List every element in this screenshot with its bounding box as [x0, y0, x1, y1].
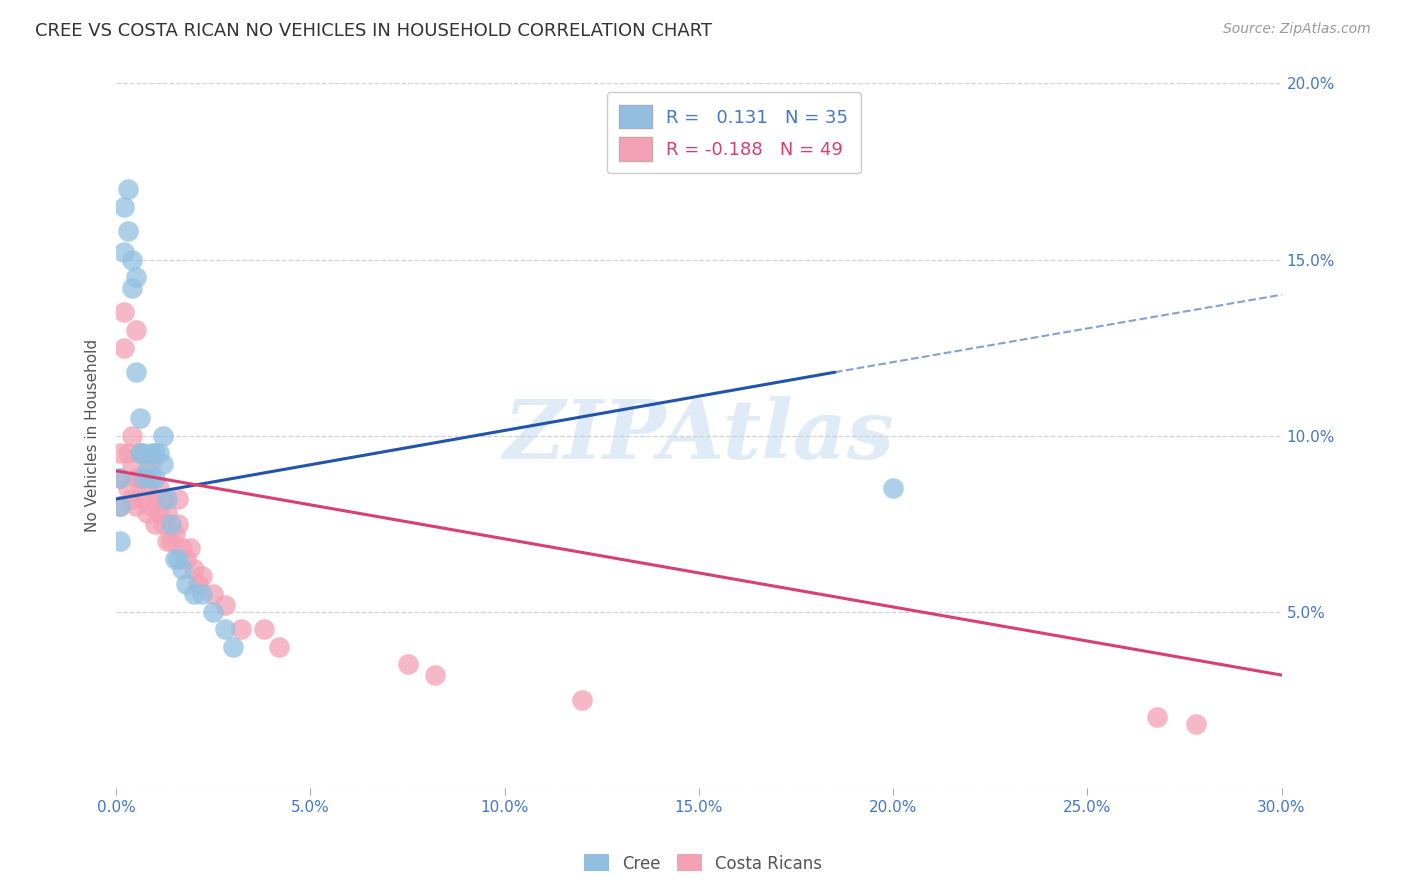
Point [125, 499, 148, 513]
Point [117, 224, 139, 238]
Point [156, 534, 179, 549]
Point [108, 446, 131, 460]
Point [179, 541, 201, 556]
Point [141, 471, 163, 485]
Point [214, 622, 236, 636]
Text: ZIPAtlas: ZIPAtlas [503, 395, 894, 475]
Point [167, 516, 190, 531]
Point [159, 516, 181, 531]
Point [167, 552, 190, 566]
Point [253, 622, 276, 636]
Point [202, 587, 225, 601]
Point [141, 446, 163, 460]
Point [141, 457, 163, 471]
Point [143, 516, 166, 531]
Point [125, 471, 148, 485]
Point [128, 411, 150, 425]
Point [152, 516, 174, 531]
Legend: Cree, Costa Ricans: Cree, Costa Ricans [576, 847, 830, 880]
Point [152, 491, 174, 506]
Point [128, 471, 150, 485]
Point [128, 446, 150, 460]
Point [190, 587, 212, 601]
Point [108, 499, 131, 513]
Point [125, 323, 148, 337]
Point [183, 587, 205, 601]
Point [172, 541, 194, 556]
Point [143, 446, 166, 460]
Point [112, 245, 135, 260]
Point [183, 562, 205, 576]
Point [121, 252, 143, 267]
Point [128, 446, 150, 460]
Point [132, 471, 155, 485]
Point [108, 534, 131, 549]
Point [174, 552, 197, 566]
Point [143, 491, 166, 506]
Point [148, 446, 170, 460]
Point [159, 534, 181, 549]
Point [187, 576, 209, 591]
Text: CREE VS COSTA RICAN NO VEHICLES IN HOUSEHOLD CORRELATION CHART: CREE VS COSTA RICAN NO VEHICLES IN HOUSE… [35, 22, 713, 40]
Point [143, 471, 166, 485]
Point [882, 482, 904, 496]
Point [121, 491, 143, 506]
Point [174, 576, 197, 591]
Point [152, 457, 174, 471]
Point [148, 482, 170, 496]
Point [132, 491, 155, 506]
Point [112, 341, 135, 355]
Point [214, 598, 236, 612]
Point [163, 552, 186, 566]
Point [269, 640, 291, 654]
Point [423, 668, 446, 682]
Point [121, 281, 143, 295]
Point [156, 491, 179, 506]
Point [141, 499, 163, 513]
Point [222, 640, 245, 654]
Point [125, 365, 148, 379]
Point [571, 692, 593, 706]
Point [112, 305, 135, 319]
Point [202, 605, 225, 619]
Point [152, 428, 174, 442]
Y-axis label: No Vehicles in Household: No Vehicles in Household [86, 339, 100, 533]
Point [136, 464, 159, 478]
Point [112, 200, 135, 214]
Point [1185, 717, 1208, 731]
Point [132, 471, 155, 485]
Point [148, 506, 170, 520]
Point [156, 506, 179, 520]
Point [125, 270, 148, 285]
Point [167, 491, 190, 506]
Point [229, 622, 252, 636]
Point [108, 471, 131, 485]
Point [190, 569, 212, 583]
Point [136, 482, 159, 496]
Point [396, 657, 419, 672]
Point [108, 471, 131, 485]
Legend: R =   0.131   N = 35, R = -0.188   N = 49: R = 0.131 N = 35, R = -0.188 N = 49 [607, 93, 860, 173]
Point [117, 182, 139, 196]
Point [117, 446, 139, 460]
Point [132, 446, 155, 460]
Point [121, 457, 143, 471]
Point [163, 527, 186, 541]
Point [108, 499, 131, 513]
Point [121, 428, 143, 442]
Text: Source: ZipAtlas.com: Source: ZipAtlas.com [1223, 22, 1371, 37]
Point [1146, 710, 1168, 724]
Point [136, 506, 159, 520]
Point [117, 482, 139, 496]
Point [172, 562, 194, 576]
